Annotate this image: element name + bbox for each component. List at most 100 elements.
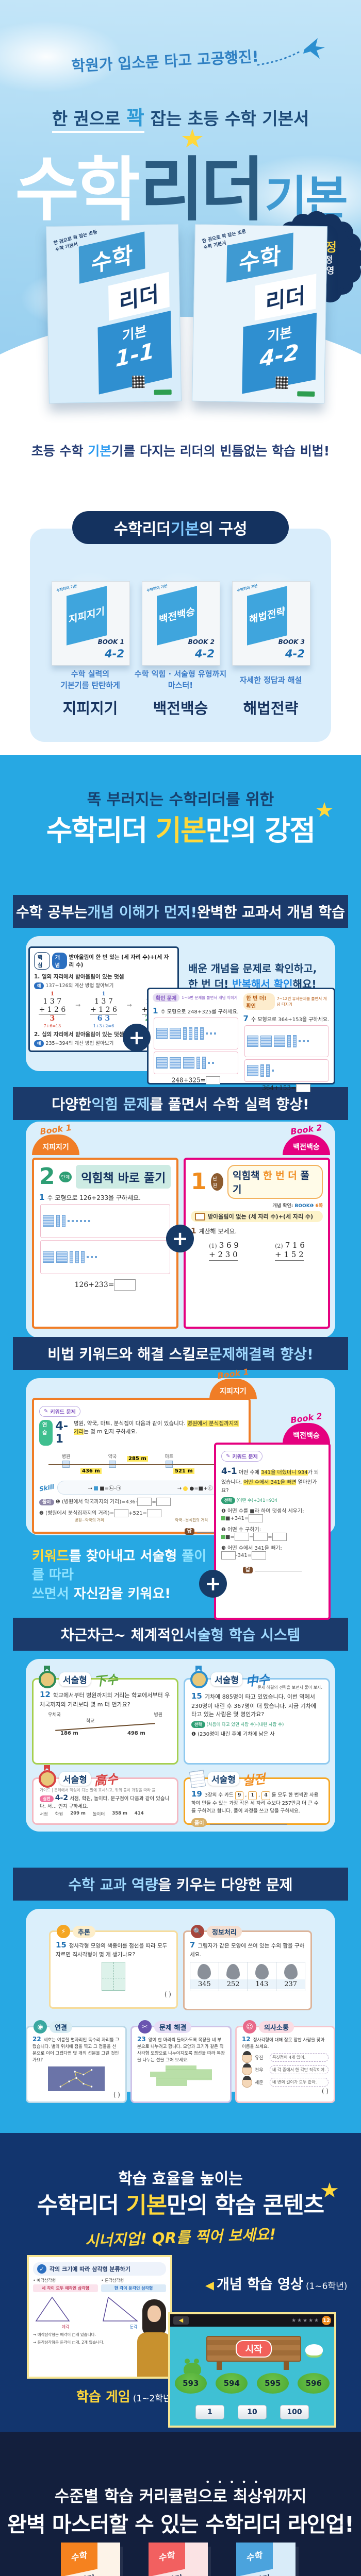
avatar [242, 2050, 252, 2063]
answer-blank: ( ) [164, 1991, 171, 1998]
composition-book-1: 수학리더 기본 지피지기 BOOK 1 4-2 [52, 581, 130, 666]
pasture-grid [150, 2065, 212, 2087]
keyword-badge: ✎ 키워드 문제 [39, 1406, 80, 1417]
acute-triangle [35, 2296, 70, 2321]
title-ri: 리더 [140, 149, 265, 230]
example-mark: 예 [34, 982, 44, 989]
lineup-book-gaenyeom: 수학 리더 개념3-1 [149, 2543, 208, 2576]
speaker-row: 유진 꼭짓점이 4개 있어. [242, 2050, 329, 2063]
composition-book-title-3: 해법전략 [243, 700, 299, 717]
answer-badge: 답 [184, 1528, 194, 1535]
banner-problem-solving: 비법 키워드와 해결 스킬로 문제해결력 향상! [13, 1337, 348, 1370]
cover-small-label: 수학리더 기본 [56, 584, 78, 593]
title-su: 수학 [15, 149, 140, 230]
guide-note: 가이드 | 문제에서 핵심이 되는 말에 표시하고, 위의 풀이 과정을 따라 … [40, 1788, 156, 1792]
solution-badge: 풀이 [39, 1499, 54, 1505]
badge-concept: 개념 [52, 953, 67, 969]
emphasis-dots: ••••• [205, 2477, 266, 2487]
example-1: 137+126의 계산 방법 알아보기 [45, 983, 114, 989]
book2-badge: Book 2 백전백승 [283, 1411, 330, 1444]
example-mark: 예 [34, 1040, 44, 1047]
medal-icon [39, 1765, 56, 1788]
game-topbar: ◀ ★★★★★ 12 [170, 2314, 334, 2327]
learning-contents-section: 학습 효율을 높이는 수학리더 기본만의 학습 콘텐츠 시너지업! QR를 찍어… [0, 2133, 361, 2432]
solution-step: ❶ (230명이 내린 후에 기차에 남은 사 [191, 1731, 275, 1737]
concept-title: 받아올림이 한 번 있는 (세 자리 수)+(세 자리 수) [69, 954, 169, 968]
concept-note: 배운 개념을 문제로 확인하고, 한 번 더! 반복해서 확인해요! [188, 962, 317, 990]
answer-blank: ( ) [113, 2091, 120, 2099]
practice-tag: 실전 [40, 1795, 54, 1802]
medal-icon [39, 1665, 56, 1688]
acute-triangle-col: • 예각삼각형 세 각이 모두 예각인 삼각형 예각 [33, 2278, 98, 2330]
written-high-card: 서술형 高수 가이드 | 문제에서 핵심이 되는 말에 표시하고, 위의 풀이 과… [32, 1765, 178, 1825]
speaker-row: 건우 네 각 중에서 한 각만 직각이야. [242, 2063, 329, 2075]
book-grade: 4-2 [285, 648, 305, 660]
step-label: 단계 [59, 1171, 72, 1182]
addition-step-2: 1 1 3 7 + 1 2 6 6 3 1+3+2=6 [90, 991, 117, 1029]
airplane-icon [257, 38, 325, 66]
speech-icon: ☺ [243, 2020, 256, 2033]
concept-video-thumbnail: ✓ 각의 크기에 따라 삼각형 분류하기 • 예각삼각형 세 각이 모두 예각인 … [27, 2255, 172, 2379]
cover-band: 백전백승 [157, 586, 197, 646]
workbook-once-more-card: 1 단원 익힘책 한 번 더 풀기 개념 확인: BOOK❶ 6쪽 받아올림이 … [184, 1158, 330, 1329]
composition-book-3: 수학리더 기본 해법전략 BOOK 3 4-2 [232, 581, 310, 666]
plus-icon: + [199, 1570, 227, 1598]
badge-core: 핵심 [34, 952, 50, 970]
video-caption: ◀ 개념 학습 영상 (1~6학년) [205, 2277, 348, 2293]
banner-competency: 수학 교과 역량 을 키우는 다양한 문제 [13, 1868, 348, 1901]
composition-book-title-2: 백전백승 [153, 700, 208, 717]
written-practice-card: 서술형 실전 19 3장의 수 카드 9 , 1 , 4 를 모두 한 번씩만 사용… [184, 1769, 330, 1827]
video-footnote: → 예각삼각형은 예각이 ▢개 있습니다. [33, 2332, 96, 2337]
note-icon [189, 1769, 206, 1788]
qr-callout: 시너지업! QR를 찍어 보세요! [85, 2225, 276, 2250]
concept-reference: 개념 확인: BOOK❶ 6쪽 [272, 1204, 323, 1209]
lily-pads: 593 594 595 596 [170, 2373, 334, 2394]
publisher-logo [297, 391, 315, 397]
lineup-book-yeonsan: 수학 리더 연산3A [61, 2543, 120, 2576]
distance-number-line: 병원 약국 마트 분식집 285 m 436 m 521 m [39, 1449, 243, 1479]
concept-item-1: 1. 일의 자리에서 받아올림이 있는 덧셈 [34, 974, 124, 980]
written-mid-card: 서술형 中수 문제 해결의 전략을 보면서 풀어 보자. 15 기차에 885명이 … [184, 1665, 330, 1765]
lineup-section: ••••• 수준별 학습 커리큘럼으로 최상위까지 완벽 마스터할 수 있는 수… [0, 2432, 361, 2576]
answer-blank: ( ) [321, 2087, 329, 2095]
obtuse-triangle-col: • 둔각삼각형 한 각이 둔각인 삼각형 둔각 [101, 2278, 166, 2330]
skill-label: Skill [39, 1483, 55, 1493]
composition-caption-1: 수학 실력의 기본기를 탄탄하게 [60, 669, 120, 690]
score-badge: 12 [322, 2316, 331, 2325]
base-ten-blocks [40, 1204, 170, 1238]
lineup-book-gibon: 수학 리더 기본3-1 [236, 2543, 296, 2576]
book-icon [195, 1212, 205, 1221]
hero-headline: 한 권으로 꽉 잡는 초등 수학 기본서 [0, 102, 361, 133]
qr-code-icon [275, 376, 288, 389]
problem-number: 4-1 [221, 1466, 237, 1477]
plus-icon: + [166, 1225, 194, 1252]
solution-badge: 풀이 [191, 1818, 207, 1827]
publisher-logo [154, 389, 172, 395]
base-ten-blocks [40, 1240, 170, 1274]
strengths-section: 똑 부러지는 수학리더를 위한 수학리더 기본만의 강점 수학 공부는 개념 이… [0, 755, 361, 2133]
badge-check-problems: 확인 문제 [153, 993, 180, 1002]
reasoning-card: ⚡ 추론 15 정사각형 모양의 색종이를 점선을 따라 모두 자르면 직사각형이 … [49, 1925, 178, 2009]
banner-written-answer: 차근차근~ 체계적인 서술형 학습 시스템 [13, 1618, 348, 1651]
book-number: BOOK 3 [278, 638, 305, 646]
composition-book-title-1: 지피지기 [62, 700, 118, 717]
avatar [242, 2075, 252, 2088]
distance-map: 우체국 학교 병원 186 m 498 m [48, 1713, 162, 1736]
connection-card: ◉ 연결 22 세호는 여름철 별자리인 독수리 자리를 그렸습니다. 별의 위치에… [26, 2020, 127, 2103]
shadow-table: 345 252 143 237 [190, 1962, 305, 1992]
strategy-badge: 전략 [191, 1721, 205, 1728]
unit-number: 1 [191, 1168, 207, 1195]
problem-solving-card: ✂ 문제 해결 23 양이 한 마리씩 들어가도록 목장을 네 부분으로 나누려고 … [130, 2020, 232, 2103]
medal-icon [190, 1665, 208, 1688]
book-number: BOOK 2 [188, 638, 215, 646]
keyword-caption: 키워드를 찾아내고 서술형 풀이를 따라 쓰면서 자신감을 키워요! [32, 1549, 207, 1602]
learning-game-thumbnail: ◀ ★★★★★ 12 시작 593 594 595 596 1 10 100 [168, 2312, 336, 2428]
answer-badge: 답 [242, 1567, 253, 1574]
strategy-note: 문제 해결의 전략을 보면서 풀어 보자. [257, 1685, 322, 1690]
addition-step-1: 1 1 3 7 + 1 2 6 3 7+6=13 [39, 991, 66, 1029]
hero-title: 수학 리더 기본 [0, 133, 361, 234]
unit-label: 단원 [210, 1173, 224, 1191]
base-ten-blocks [244, 1025, 329, 1057]
